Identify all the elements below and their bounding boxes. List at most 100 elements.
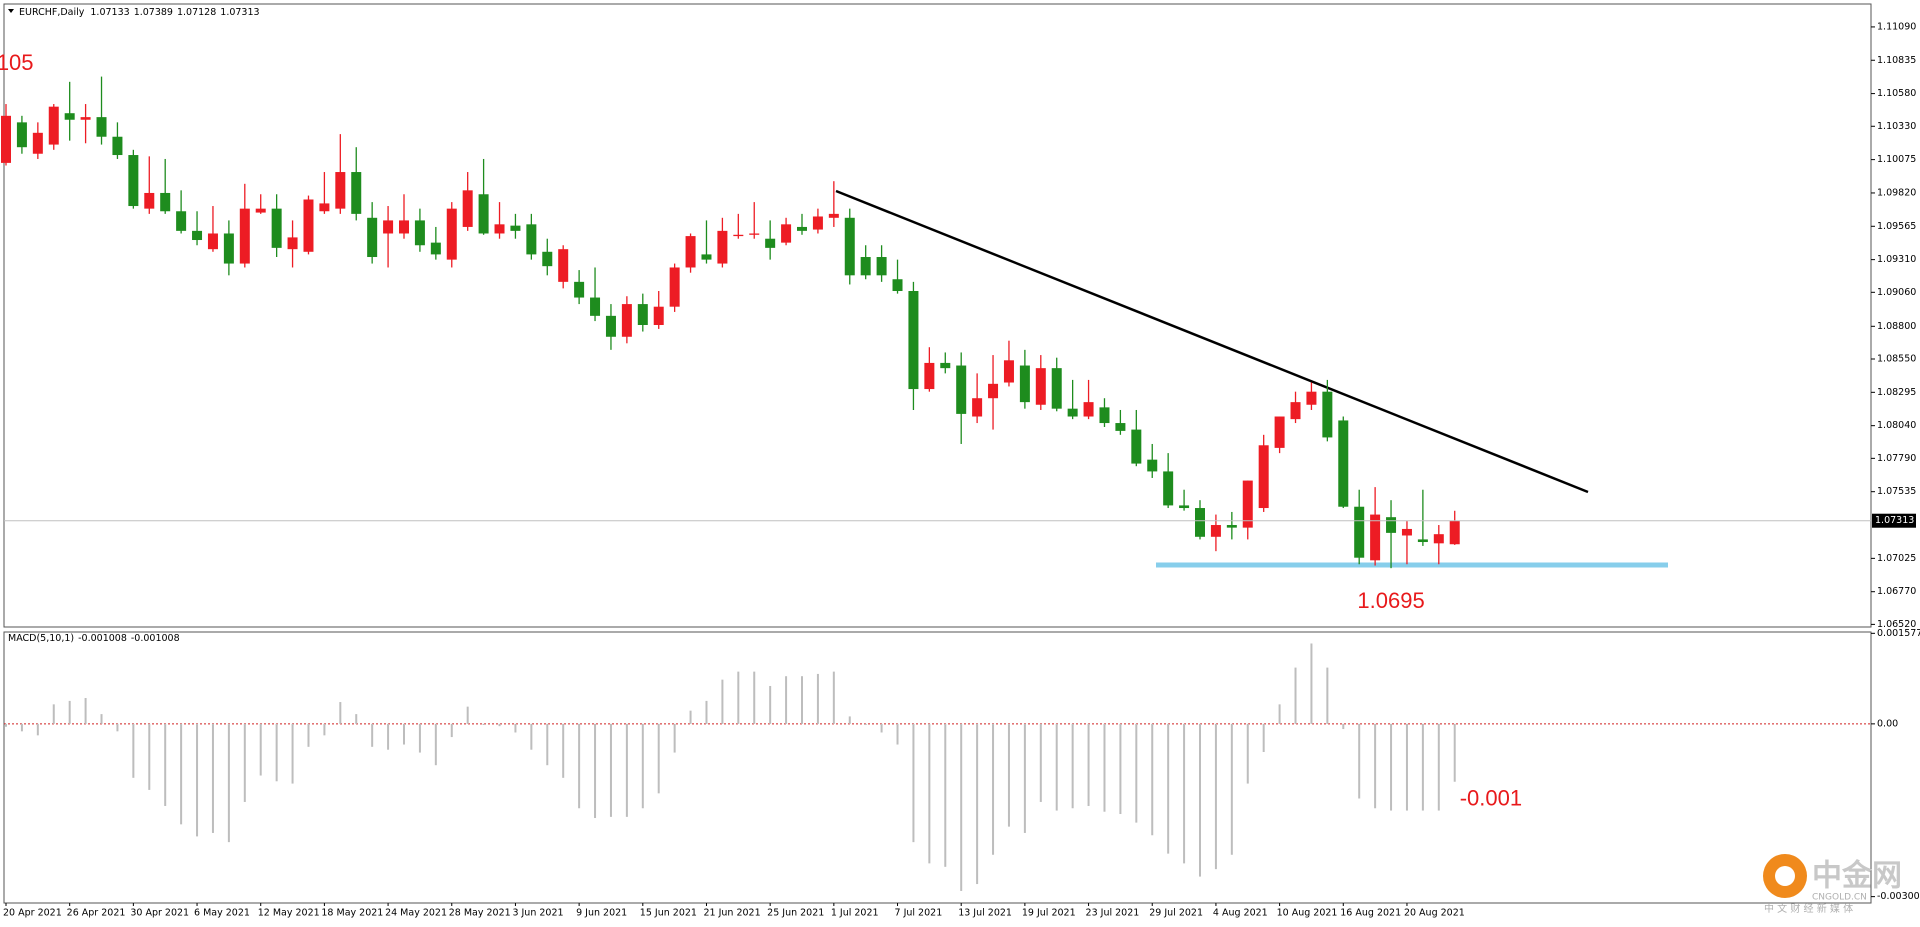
macd-bar <box>1119 723 1122 815</box>
candle-body <box>1417 539 1428 543</box>
macd-bar <box>1183 723 1186 864</box>
macd-bar <box>578 723 581 809</box>
candle-body <box>319 203 330 212</box>
macd-bar <box>609 723 612 817</box>
macd-bar <box>928 723 931 864</box>
macd-bar <box>1437 723 1440 811</box>
x-tick-label: 25 Jun 2021 <box>767 908 824 919</box>
macd-bar <box>832 671 835 724</box>
macd-bar <box>689 710 692 724</box>
macd-bar <box>1151 723 1154 836</box>
macd-bar <box>466 706 469 724</box>
macd-bar <box>546 723 549 766</box>
macd-bar <box>434 723 437 766</box>
macd-bar <box>1087 723 1090 806</box>
x-tick-label: 1 Jul 2021 <box>831 908 879 919</box>
candle-body <box>1099 407 1110 424</box>
candle-body <box>510 225 521 231</box>
candle-body <box>1035 368 1046 405</box>
macd-bar <box>896 723 899 745</box>
macd-bar <box>785 676 788 724</box>
macd-bar <box>625 723 628 817</box>
candle-body <box>112 136 123 156</box>
last-high: 1.07389 <box>134 7 173 18</box>
macd-bar <box>116 723 119 732</box>
candle-body <box>781 224 792 243</box>
candle-body <box>1019 365 1030 403</box>
macd-bar <box>339 702 342 724</box>
candle-body <box>669 267 680 307</box>
current-price-label: 1.07313 <box>1875 515 1914 526</box>
logo-inner <box>1775 866 1795 886</box>
macd-bar <box>1230 723 1233 855</box>
macd-bar <box>1023 723 1026 833</box>
candle-body <box>1083 402 1094 417</box>
x-tick-label: 6 May 2021 <box>194 908 250 919</box>
candle-body <box>1003 360 1014 383</box>
x-tick-label: 10 Aug 2021 <box>1277 908 1338 919</box>
macd-bar <box>1199 723 1201 877</box>
x-tick-label: 16 Aug 2021 <box>1340 908 1401 919</box>
x-tick-label: 29 Jul 2021 <box>1149 908 1203 919</box>
macd-bar <box>307 723 310 747</box>
macd-bar <box>769 685 772 724</box>
candle-body <box>828 213 839 218</box>
x-tick-label: 20 Apr 2021 <box>3 908 62 919</box>
macd-bar <box>1390 723 1393 811</box>
candle-body <box>207 233 218 250</box>
candle-body <box>797 226 807 231</box>
macd-bar <box>737 671 740 724</box>
y-tick-label: 1.09060 <box>1877 287 1916 298</box>
candle-body <box>860 257 871 276</box>
candle-body <box>478 194 489 234</box>
macd-bar <box>530 723 533 750</box>
macd-bar <box>705 700 708 724</box>
candle-body <box>605 315 616 337</box>
macd-bar <box>1071 723 1074 809</box>
candle-body <box>1354 506 1365 558</box>
y-tick-label: 1.07535 <box>1877 486 1916 497</box>
macd-bar <box>211 723 214 833</box>
macd-bar <box>84 698 87 724</box>
candle-body <box>239 208 250 264</box>
macd-bar <box>52 704 55 724</box>
candle-body <box>653 306 664 325</box>
candle-body <box>1051 368 1062 409</box>
y-tick-label: 0.001577 <box>1877 628 1920 639</box>
macd-bar <box>673 723 676 753</box>
candle-body <box>1131 429 1142 464</box>
candle-body <box>1290 402 1301 420</box>
candle-body <box>383 220 394 234</box>
last-open: 1.07133 <box>90 7 129 18</box>
y-tick-label: 0.00 <box>1877 718 1898 729</box>
symbol-header: EURCHF,Daily 1.07133 1.07389 1.07128 1.07313 <box>19 7 260 18</box>
candle-body <box>16 122 27 148</box>
candle-body <box>351 172 362 214</box>
candle-body <box>542 251 553 267</box>
candle-body <box>558 249 569 282</box>
macd-bar <box>1326 667 1329 724</box>
y-tick-label: 1.08800 <box>1877 321 1916 332</box>
candle-body <box>399 220 409 234</box>
y-tick-label: 1.08295 <box>1877 387 1916 398</box>
candle-body <box>590 297 601 316</box>
macd-bar <box>1278 704 1281 724</box>
macd-bar <box>1310 643 1313 724</box>
candle-body <box>1067 408 1078 417</box>
candle-body <box>892 279 903 292</box>
candle-body <box>988 383 999 399</box>
y-tick-label: 1.10075 <box>1877 154 1916 165</box>
x-tick-label: 21 Jun 2021 <box>703 908 760 919</box>
symbol: EURCHF,Daily <box>19 7 85 18</box>
macd-bar <box>594 723 597 819</box>
candle-body <box>1449 520 1460 545</box>
macd-bar <box>1167 723 1170 854</box>
macd-bar <box>1039 723 1042 802</box>
macd-bar <box>387 723 390 750</box>
menu-arrow[interactable] <box>8 9 14 13</box>
candle-body <box>1258 445 1269 509</box>
macd-bar <box>68 700 71 724</box>
x-tick-label: 12 May 2021 <box>258 908 320 919</box>
macd-bar <box>1374 723 1377 809</box>
y-tick-label: 1.08040 <box>1877 420 1916 431</box>
